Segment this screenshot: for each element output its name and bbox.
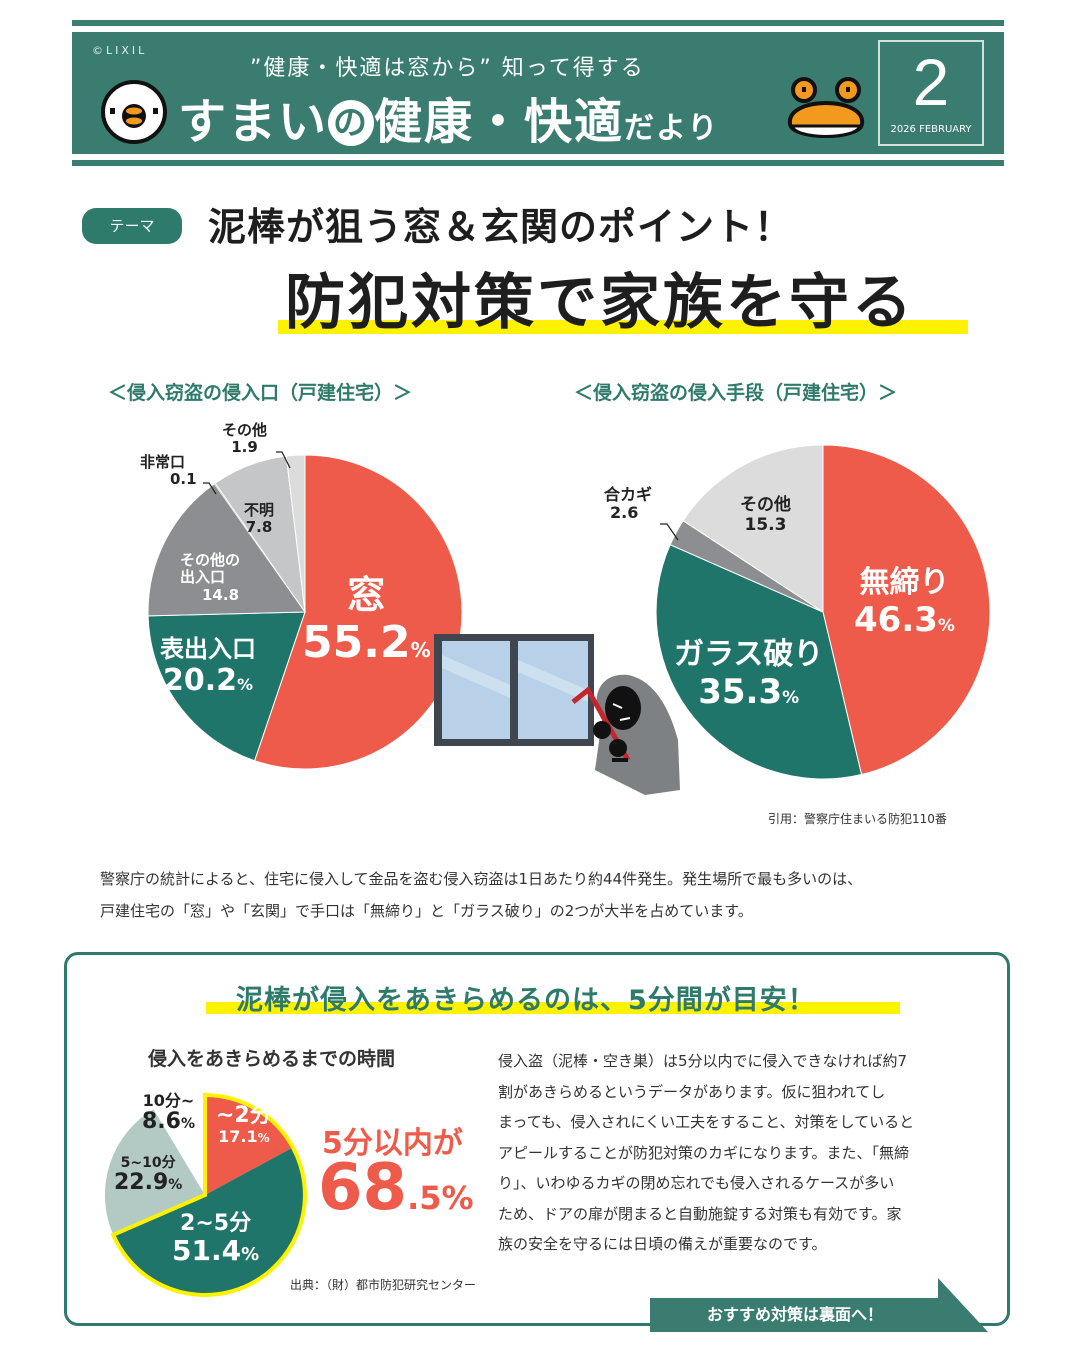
body-line: ため、ドアの扉が閉まると自動施錠する対策も有効です。家 (498, 1204, 902, 1223)
label-name: 10分~ (142, 1091, 195, 1110)
issue-box: 2 2026 FEBRUARY (878, 40, 984, 146)
label-unit: % (410, 637, 431, 662)
info-box (64, 952, 1010, 1326)
label-value: 15.3 (744, 514, 787, 535)
highlight-value: 68.5% (318, 1156, 474, 1220)
label-name: 合カギ (604, 485, 653, 504)
label-value: 7.8 (245, 518, 273, 537)
label-value: 22.9 (114, 1170, 169, 1196)
title-part1: すまい (178, 94, 329, 150)
pie3-title: 侵入をあきらめるまでの時間 (148, 1048, 396, 1070)
label-name: 無締り (859, 565, 950, 600)
box-body-text: 侵入盗（泥棒・空き巣）は5分以内でに侵入できなければ約7 割があきらめるというデ… (498, 1046, 978, 1260)
chart-citation: 引用：警察庁住まいる防犯110番 (768, 812, 947, 826)
label-duplicate-key: 合カギ 2.6 (604, 485, 653, 523)
label-window: 窓 55.2% (302, 573, 431, 668)
title-no-circle: の (328, 100, 375, 146)
header-subtitle: ”健康・快適は窓から” 知って得する (250, 56, 645, 81)
label-value: 14.8 (202, 585, 240, 604)
intro-line-1: 警察庁の統計によると、住宅に侵入して金品を盗む侵入窃盗は1日あたり約44件発生。… (100, 870, 863, 888)
label-unit: % (782, 687, 800, 708)
label-name: ガラス破り (674, 637, 824, 672)
label-name: 窓 (347, 573, 386, 617)
newsletter-title: すまいの健康・快適だより (178, 82, 719, 152)
body-line: アピールすることが防犯対策のカギになります。また、「無締 (498, 1143, 910, 1162)
label-unit: % (241, 1244, 260, 1266)
label-value: 35.3 (698, 671, 783, 712)
left-chart-title: ＜侵入窃盗の侵入口（戸建住宅）＞ (108, 382, 413, 404)
label-value: 2.6 (610, 503, 639, 523)
pie3-source: 出典：（財）都市防犯研究センター (290, 1278, 477, 1292)
label-emergency-exit: 非常口 0.1 (140, 453, 197, 489)
cta-arrow-icon (938, 1278, 988, 1332)
label-name: 非常口 (140, 453, 186, 471)
label-unknown: 不明 7.8 (244, 501, 275, 537)
title-part3: だより (624, 111, 720, 146)
label-name: 表出入口 (160, 635, 256, 663)
label-glass-breaking: ガラス破り 35.3% (674, 637, 824, 712)
label-name: 2~5分 (180, 1211, 252, 1236)
box-title: 泥棒が侵入をあきらめるのは、5分間が目安！ (236, 985, 816, 1016)
issue-date: 2026 FEBRUARY (890, 124, 972, 135)
issue-number: 2 (912, 45, 950, 119)
header-top-rule (72, 20, 1004, 26)
body-line: 割があきらめるというデータがあります。仮に狙われてし (498, 1082, 886, 1101)
label-front-door: 表出入口 20.2% (160, 635, 256, 698)
label-value: 20.2 (162, 662, 237, 698)
pie-chart-entry-points (147, 444, 991, 780)
label-name: その他 (222, 421, 268, 439)
label-name: 5~10分 (120, 1155, 176, 1171)
frog-mascot-icon (787, 77, 865, 138)
label-value: 8.6 (142, 1108, 181, 1134)
label-name: その他 (740, 495, 791, 515)
label-value: 51.4 (172, 1234, 242, 1268)
label-unit: % (180, 1115, 196, 1132)
body-line: 族の安全を守るには日頃の備えが重要なのです。 (498, 1235, 827, 1253)
theme-headline: 泥棒が狙う窓＆玄関のポイント！ (208, 205, 794, 249)
label-value: 0.1 (170, 470, 197, 489)
theme-main-title: 防犯対策で家族を守る (285, 268, 915, 338)
intro-line-2: 戸建住宅の「窓」や「玄関」で手口は「無締り」と「ガラス破り」の2つが大半を占めて… (100, 902, 753, 920)
body-line: り」、いわゆるカギの閉め忘れでも侵入されるケースが多い (498, 1174, 895, 1192)
highlight-label: 5分以内が (322, 1126, 463, 1161)
label-unit: % (257, 1131, 270, 1146)
body-line: まっても、侵入されにくい工夫をすること、対策をしていると (498, 1113, 915, 1131)
label-name-2: 出入口 (180, 568, 226, 587)
label-other-1: その他 1.9 (222, 421, 268, 457)
headline-highlight (278, 320, 968, 334)
label-unlocked: 無締り 46.3% (854, 565, 955, 640)
label-5-10min: 5~10分 22.9% (114, 1155, 183, 1196)
label-value: 55.2 (302, 616, 411, 668)
label-other-2: その他 15.3 (740, 495, 791, 535)
title-part2: 健康・快適 (374, 94, 625, 150)
highlight-number: 68 (318, 1151, 408, 1225)
right-chart-title: ＜侵入窃盗の侵入手段（戸建住宅）＞ (574, 382, 898, 404)
highlight-decimal: .5% (407, 1179, 474, 1217)
label-name: その他の (180, 551, 241, 569)
label-over-10min: 10分~ 8.6% (142, 1092, 195, 1134)
box-title-highlight (206, 1002, 900, 1014)
label-unit: % (168, 1177, 183, 1194)
header-bottom-rule (72, 160, 1004, 166)
label-name: ~2分 (216, 1103, 272, 1128)
copyright: ©LIXIL (92, 44, 148, 57)
label-under-2min: ~2分 17.1% (216, 1103, 272, 1147)
label-unit: % (937, 615, 955, 636)
burglar-window-illustration (434, 634, 680, 795)
see-reverse-side-banner[interactable]: おすすめ対策は裏面へ！ (650, 1298, 940, 1332)
label-value: 1.9 (231, 438, 258, 457)
label-unit: % (237, 674, 254, 694)
theme-badge: テーマ (82, 208, 182, 244)
bird-mascot-icon (101, 80, 167, 144)
body-line: 侵入盗（泥棒・空き巣）は5分以内でに侵入できなければ約7 (498, 1052, 908, 1070)
label-value: 46.3 (854, 599, 938, 640)
label-value: 17.1 (218, 1127, 258, 1147)
label-other-entrances: その他の 出入口 14.8 (180, 551, 241, 604)
pie-chart-give-up-time (104, 1092, 307, 1297)
label-name: 不明 (244, 501, 275, 519)
label-2-5min: 2~5分 51.4% (172, 1211, 260, 1268)
